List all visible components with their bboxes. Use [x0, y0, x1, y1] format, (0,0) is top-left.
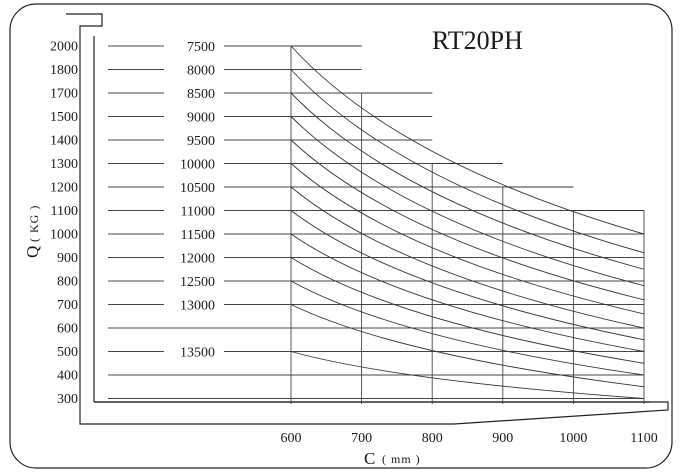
- lift-height-label: 9500: [187, 134, 215, 149]
- fork-outline: [66, 13, 669, 425]
- y-tick-label: 700: [57, 298, 78, 313]
- y-tick-label: 1300: [50, 157, 78, 172]
- y-tick-label: 1500: [50, 110, 78, 125]
- capacity-curve: [290, 69, 645, 254]
- y-tick-label: 1100: [51, 204, 78, 219]
- chart-frame: [9, 3, 673, 469]
- lift-height-label: 13500: [180, 346, 215, 361]
- x-tick-label: 800: [422, 431, 443, 446]
- y-tick-label: 1400: [50, 134, 78, 149]
- x-axis-label: C: [364, 449, 375, 468]
- y-tick-label: 900: [57, 251, 78, 266]
- y-tick-labels: 2000 1800 1700 1500 1400 1300 1200 1100 1000 900 8…: [50, 40, 78, 408]
- y-tick-label: 500: [57, 345, 78, 360]
- capacity-curves: [290, 45, 645, 399]
- y-tick-label: 1000: [50, 228, 78, 243]
- lift-height-label: 10500: [180, 181, 215, 196]
- x-axis-unit: ( mm ): [382, 452, 421, 466]
- y-tick-label: 300: [57, 392, 78, 407]
- y-tick-label: 1700: [50, 87, 78, 102]
- capacity-curve: [290, 280, 645, 376]
- y-axis-unit: ( KG ): [27, 205, 41, 242]
- capacity-curve: [290, 139, 645, 301]
- x-tick-label: 700: [351, 431, 372, 446]
- lift-height-label: 9000: [187, 111, 215, 126]
- lift-height-label: 12000: [180, 252, 215, 267]
- lift-height-label: 11000: [181, 205, 215, 220]
- capacity-outline: [291, 45, 644, 211]
- lift-height-label: 11500: [181, 228, 215, 243]
- y-tick-label: 600: [57, 322, 78, 337]
- capacity-curve: [290, 351, 645, 399]
- capacity-curve: [290, 116, 645, 287]
- capacity-curve: [290, 257, 645, 364]
- lift-height-labels: 7500 8000 8500 9000 9500 10000 10500 11000 11500…: [180, 40, 215, 361]
- capacity-curve: [290, 304, 645, 388]
- capacity-curve: [290, 186, 645, 329]
- x-tick-label: 900: [492, 431, 513, 446]
- y-axis-title: Q ( KG ): [23, 205, 42, 258]
- lift-height-label: 10000: [180, 158, 215, 173]
- capacity-curve: [290, 163, 645, 315]
- x-tick-label: 1100: [630, 431, 657, 446]
- capacity-curve: [290, 92, 645, 270]
- lift-height-label: 7500: [187, 40, 215, 55]
- y-axis-label: Q: [23, 246, 42, 258]
- y-tick-label: 1800: [50, 63, 78, 78]
- capacity-curve: [290, 210, 645, 341]
- capacity-curve: [290, 45, 645, 235]
- lift-height-label: 8000: [187, 64, 215, 79]
- capacity-curve: [290, 233, 645, 352]
- y-tick-label: 800: [57, 275, 78, 290]
- y-tick-label: 400: [57, 369, 78, 384]
- lift-height-label: 8500: [187, 87, 215, 102]
- lift-height-label: 13000: [180, 299, 215, 314]
- x-tick-label: 1000: [559, 431, 587, 446]
- lift-height-label: 12500: [180, 275, 215, 290]
- x-tick-labels: 600 700 800 900 1000 1100: [281, 431, 658, 446]
- chart-title: RT20PH: [432, 26, 523, 55]
- y-tick-label: 2000: [50, 40, 78, 55]
- x-tick-label: 600: [281, 431, 302, 446]
- y-tick-label: 1200: [50, 181, 78, 196]
